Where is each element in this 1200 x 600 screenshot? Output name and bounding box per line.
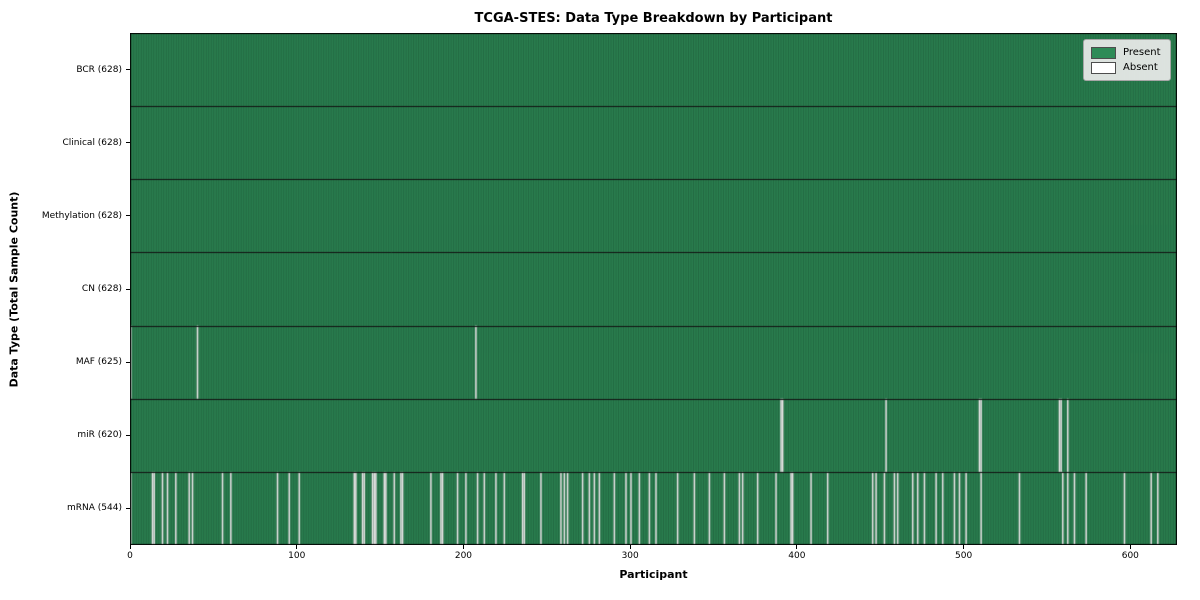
x-tick-label-500: 500 xyxy=(955,551,973,561)
legend-swatch-present xyxy=(1091,46,1116,59)
y-tick-label-methylation: Methylation (628) xyxy=(41,210,122,221)
y-tick-mark xyxy=(126,215,130,217)
y-tick-mark xyxy=(126,507,130,509)
y-tick-mark xyxy=(126,434,130,436)
y-tick-mark xyxy=(126,142,130,144)
legend-item-absent: Absent xyxy=(1091,60,1161,75)
plot-area xyxy=(130,33,1177,545)
x-tick-label-0: 0 xyxy=(127,551,133,561)
x-tick-mark xyxy=(129,545,131,549)
y-tick-mark xyxy=(126,288,130,290)
y-tick-mark xyxy=(126,361,130,363)
x-tick-mark xyxy=(1129,545,1131,549)
legend-item-present: Present xyxy=(1091,45,1161,60)
y-tick-label-mrna: mRNA (544) xyxy=(67,503,122,514)
x-tick-mark xyxy=(462,545,464,549)
legend-label-absent: Absent xyxy=(1123,62,1158,73)
x-tick-mark xyxy=(296,545,298,549)
y-tick-mark xyxy=(126,69,130,71)
x-axis-title: Participant xyxy=(619,568,688,581)
x-tick-label-200: 200 xyxy=(454,551,473,561)
legend-swatch-absent xyxy=(1091,61,1116,74)
x-tick-label-600: 600 xyxy=(1121,551,1139,561)
x-tick-mark xyxy=(796,545,798,549)
x-tick-mark xyxy=(963,545,965,549)
legend: Present Absent xyxy=(1083,39,1171,81)
x-tick-mark xyxy=(629,545,631,549)
y-tick-label-mir: miR (620) xyxy=(77,430,122,441)
y-tick-label-maf: MAF (625) xyxy=(75,357,122,368)
x-tick-label-300: 300 xyxy=(621,551,639,561)
x-tick-label-400: 400 xyxy=(788,551,806,561)
y-tick-label-bcr: BCR (628) xyxy=(76,64,122,75)
y-tick-label-clinical: Clinical (628) xyxy=(62,137,122,148)
chart-title: TCGA-STES: Data Type Breakdown by Partic… xyxy=(474,11,833,26)
x-tick-label-100: 100 xyxy=(288,551,306,561)
legend-label-present: Present xyxy=(1123,47,1161,58)
y-tick-label-cn: CN (628) xyxy=(81,284,122,294)
